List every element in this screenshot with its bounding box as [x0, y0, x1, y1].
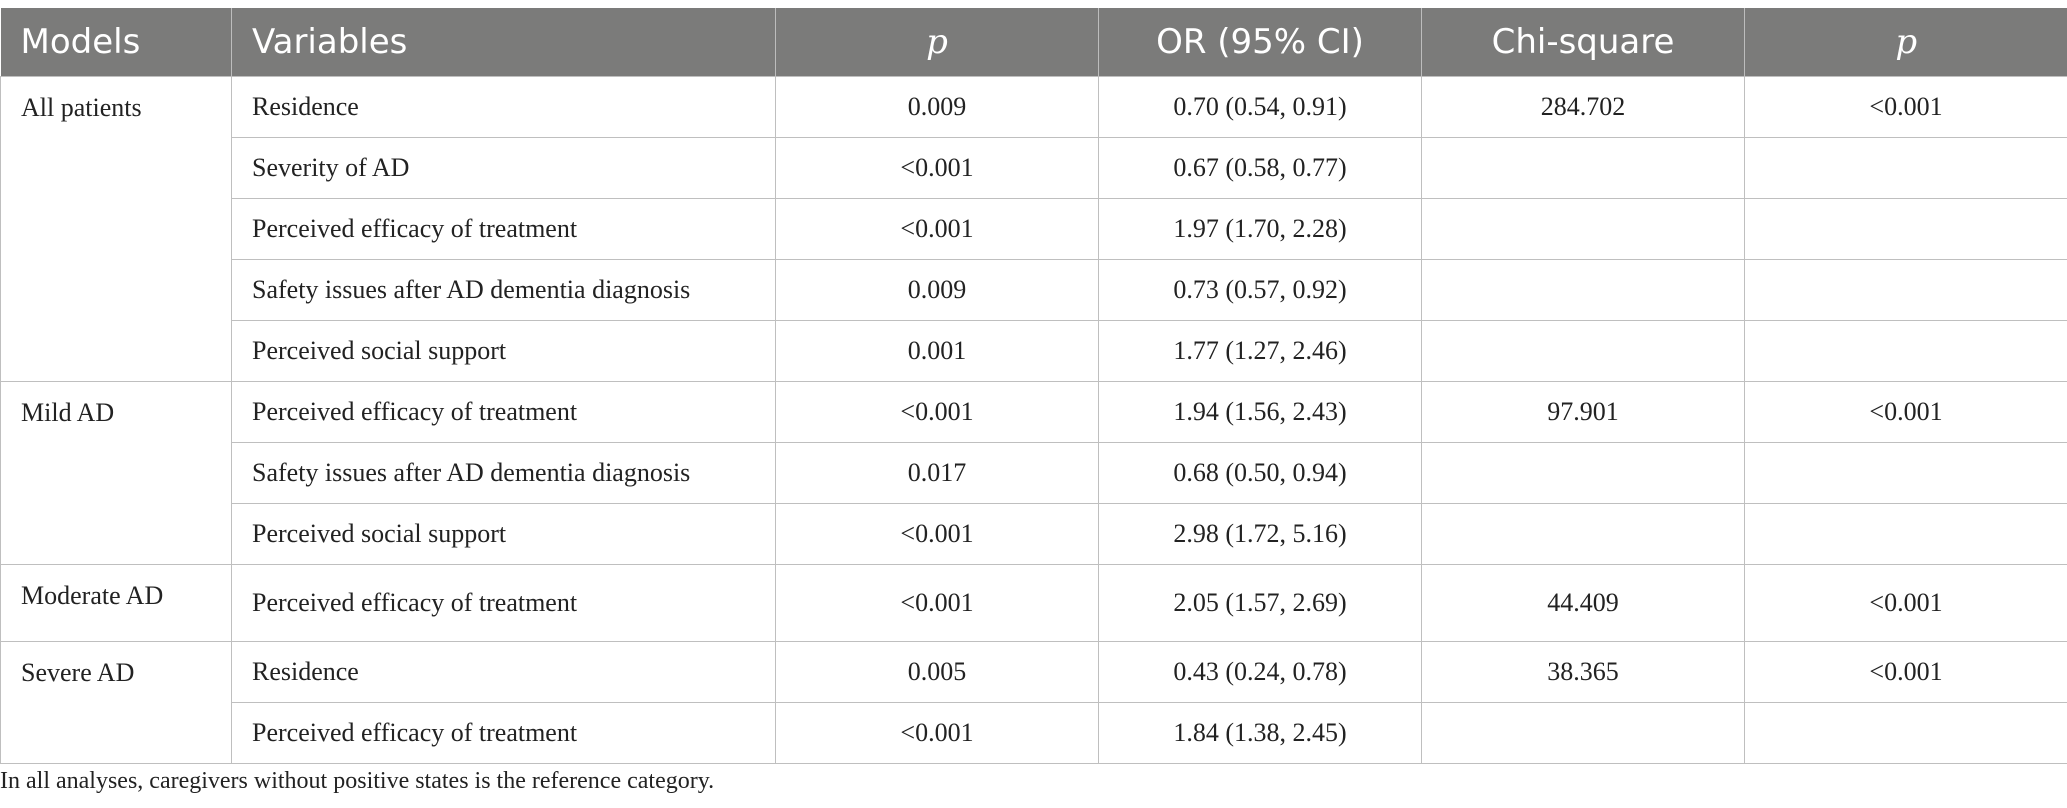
model-name: Severe AD: [0, 641, 232, 764]
table-row: Mild AD Perceived efficacy of treatment <0…: [0, 381, 2067, 565]
header-model-p: p: [1744, 8, 2067, 77]
header-p: p: [775, 8, 1099, 77]
model-p-cell: <0.001: [1744, 564, 2067, 642]
p-value-cell: <0.001: [775, 564, 1099, 642]
or-ci-cell: 1.94 (1.56, 2.43): [1098, 381, 1422, 443]
or-ci-cell: 0.73 (0.57, 0.92): [1098, 259, 1422, 321]
p-value-cell: 0.009: [775, 259, 1099, 321]
chi-square-cell: 38.365: [1421, 641, 1745, 703]
variable-cell: Safety issues after AD dementia diagnosi…: [231, 442, 776, 504]
or-ci-cell: 2.98 (1.72, 5.16): [1098, 503, 1422, 565]
results-table: Models Variables p OR (95% CI) Chi-squar…: [0, 8, 2067, 764]
table-row: Severity of AD <0.001 0.67 (0.58, 0.77): [1, 137, 2067, 199]
empty-cell: [1744, 198, 2067, 260]
model-name: All patients: [0, 76, 232, 382]
model-name: Mild AD: [0, 381, 232, 565]
p-value-cell: 0.017: [775, 442, 1099, 504]
empty-cell: [1421, 503, 1745, 565]
header-row: Models Variables p OR (95% CI) Chi-squar…: [0, 8, 2067, 77]
or-ci-cell: 0.68 (0.50, 0.94): [1098, 442, 1422, 504]
empty-cell: [1421, 259, 1745, 321]
or-ci-cell: 1.77 (1.27, 2.46): [1098, 320, 1422, 382]
model-p-cell: <0.001: [1744, 381, 2067, 443]
table-row: Perceived social support <0.001 2.98 (1.72…: [1, 503, 2067, 565]
model-p-cell: <0.001: [1744, 641, 2067, 703]
empty-cell: [1421, 442, 1745, 504]
chi-square-cell: 284.702: [1421, 76, 1745, 138]
variable-cell: Perceived efficacy of treatment: [231, 564, 776, 642]
p-value-cell: <0.001: [775, 503, 1099, 565]
table-row: Perceived efficacy of treatment <0.001 1.8…: [1, 702, 2067, 764]
empty-cell: [1421, 198, 1745, 260]
table-body: All patients Residence 0.009 0.70 (0.54, 0.…: [0, 76, 2067, 764]
table-row: Perceived social support 0.001 1.77 (1.27,…: [1, 320, 2067, 382]
empty-cell: [1744, 442, 2067, 504]
chi-square-cell: 44.409: [1421, 564, 1745, 642]
model-p-cell: <0.001: [1744, 76, 2067, 138]
p-value-cell: <0.001: [775, 198, 1099, 260]
variable-cell: Perceived social support: [231, 320, 776, 382]
p-value-cell: <0.001: [775, 137, 1099, 199]
empty-cell: [1744, 503, 2067, 565]
variable-cell: Perceived efficacy of treatment: [231, 702, 776, 764]
empty-cell: [1744, 259, 2067, 321]
header-models: Models: [0, 8, 232, 77]
empty-cell: [1744, 137, 2067, 199]
table-row: Perceived efficacy of treatment <0.001 1.9…: [1, 198, 2067, 260]
p-value-cell: 0.009: [775, 76, 1099, 138]
variable-cell: Perceived social support: [231, 503, 776, 565]
variable-cell: Safety issues after AD dementia diagnosi…: [231, 259, 776, 321]
table-row: Severe AD Residence 0.005 0.43 (0.24, 0.78)…: [0, 641, 2067, 764]
p-value-cell: <0.001: [775, 381, 1099, 443]
p-value-cell: 0.001: [775, 320, 1099, 382]
table-row: Moderate AD Perceived efficacy of treatme…: [0, 564, 2067, 642]
empty-cell: [1421, 137, 1745, 199]
variable-cell: Residence: [231, 76, 776, 138]
variable-cell: Residence: [231, 641, 776, 703]
table-header: Models Variables p OR (95% CI) Chi-squar…: [0, 8, 2067, 77]
empty-cell: [1744, 702, 2067, 764]
table-row: Safety issues after AD dementia diagnosi…: [1, 442, 2067, 504]
chi-square-cell: 97.901: [1421, 381, 1745, 443]
empty-cell: [1421, 320, 1745, 382]
table-row: Safety issues after AD dementia diagnosi…: [1, 259, 2067, 321]
header-or-ci: OR (95% CI): [1098, 8, 1422, 77]
variable-cell: Perceived efficacy of treatment: [231, 381, 776, 443]
variable-cell: Perceived efficacy of treatment: [231, 198, 776, 260]
empty-cell: [1421, 702, 1745, 764]
model-name: Moderate AD: [0, 564, 232, 642]
header-chi-square: Chi-square: [1421, 8, 1745, 77]
variable-cell: Severity of AD: [231, 137, 776, 199]
or-ci-cell: 2.05 (1.57, 2.69): [1098, 564, 1422, 642]
table-footnote: In all analyses, caregivers without posi…: [0, 768, 715, 794]
p-value-cell: <0.001: [775, 702, 1099, 764]
or-ci-cell: 0.43 (0.24, 0.78): [1098, 641, 1422, 703]
header-variables: Variables: [231, 8, 776, 77]
or-ci-cell: 0.70 (0.54, 0.91): [1098, 76, 1422, 138]
or-ci-cell: 1.84 (1.38, 2.45): [1098, 702, 1422, 764]
p-value-cell: 0.005: [775, 641, 1099, 703]
or-ci-cell: 0.67 (0.58, 0.77): [1098, 137, 1422, 199]
empty-cell: [1744, 320, 2067, 382]
table-row: All patients Residence 0.009 0.70 (0.54, 0.…: [0, 76, 2067, 382]
or-ci-cell: 1.97 (1.70, 2.28): [1098, 198, 1422, 260]
